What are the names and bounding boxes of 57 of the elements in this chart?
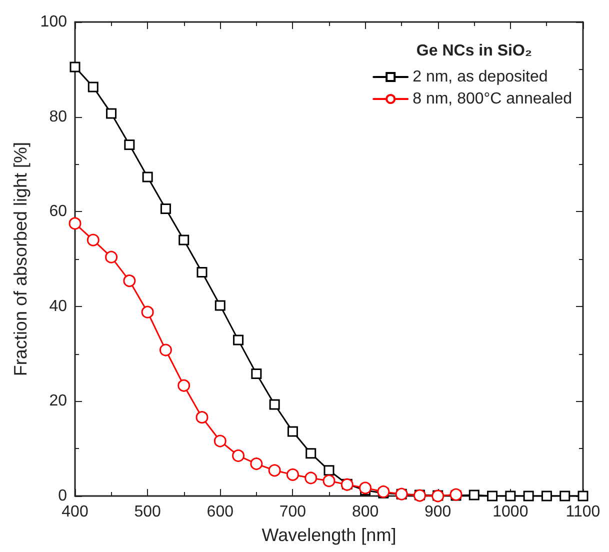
y-axis-title: Fraction of absorbed light [%]: [10, 142, 30, 376]
point: [86, 234, 100, 246]
x-tick-label: 1000: [492, 504, 528, 520]
point: [304, 472, 318, 484]
point: [160, 204, 171, 214]
point: [214, 434, 226, 448]
point: [286, 468, 299, 481]
point: [196, 411, 208, 424]
point: [505, 490, 516, 502]
point: [178, 379, 190, 392]
point: [523, 490, 534, 502]
point: [196, 267, 208, 278]
point: [287, 426, 298, 437]
y-tick-label: 40: [49, 298, 68, 315]
point: [105, 250, 118, 264]
point: [178, 234, 190, 246]
y-tick-label: 60: [49, 203, 68, 220]
point: [124, 140, 135, 150]
point: [268, 464, 281, 477]
point: [306, 448, 316, 459]
point: [377, 485, 390, 498]
legend-title: Ge NCs in SiO₂: [416, 42, 532, 60]
x-tick-label: 400: [62, 504, 88, 520]
x-tick-label: 1100: [566, 504, 600, 520]
y-tick-label: 80: [49, 108, 68, 126]
point: [487, 490, 498, 502]
point: [233, 334, 244, 346]
point: [70, 62, 80, 72]
legend-label: 8 nm, 800°C annealed: [412, 90, 572, 108]
point: [322, 474, 336, 488]
legend-label: 2 nm, as deposited: [412, 68, 548, 86]
point: [468, 490, 480, 500]
point: [324, 465, 334, 476]
y-tick-label: 100: [40, 14, 68, 30]
point: [142, 172, 153, 182]
point: [250, 458, 263, 470]
point: [232, 449, 245, 462]
point: [123, 274, 136, 288]
x-tick-label: 600: [206, 504, 234, 520]
point: [141, 306, 154, 318]
point: [359, 482, 372, 494]
point: [214, 300, 226, 311]
point: [68, 217, 82, 230]
point: [251, 368, 262, 379]
y-tick-label: 0: [58, 488, 68, 504]
point: [106, 108, 117, 119]
x-tick-label: 500: [134, 504, 162, 520]
point: [88, 82, 98, 92]
y-tick-label: 20: [49, 392, 68, 410]
point: [159, 344, 172, 356]
x-tick-label: 900: [424, 504, 452, 520]
point: [269, 399, 280, 410]
x-tick-label: 700: [279, 504, 306, 520]
x-tick-label: 800: [352, 504, 379, 520]
x-axis-title: Wavelength [nm]: [262, 525, 396, 545]
point: [560, 490, 570, 502]
point: [541, 490, 552, 502]
